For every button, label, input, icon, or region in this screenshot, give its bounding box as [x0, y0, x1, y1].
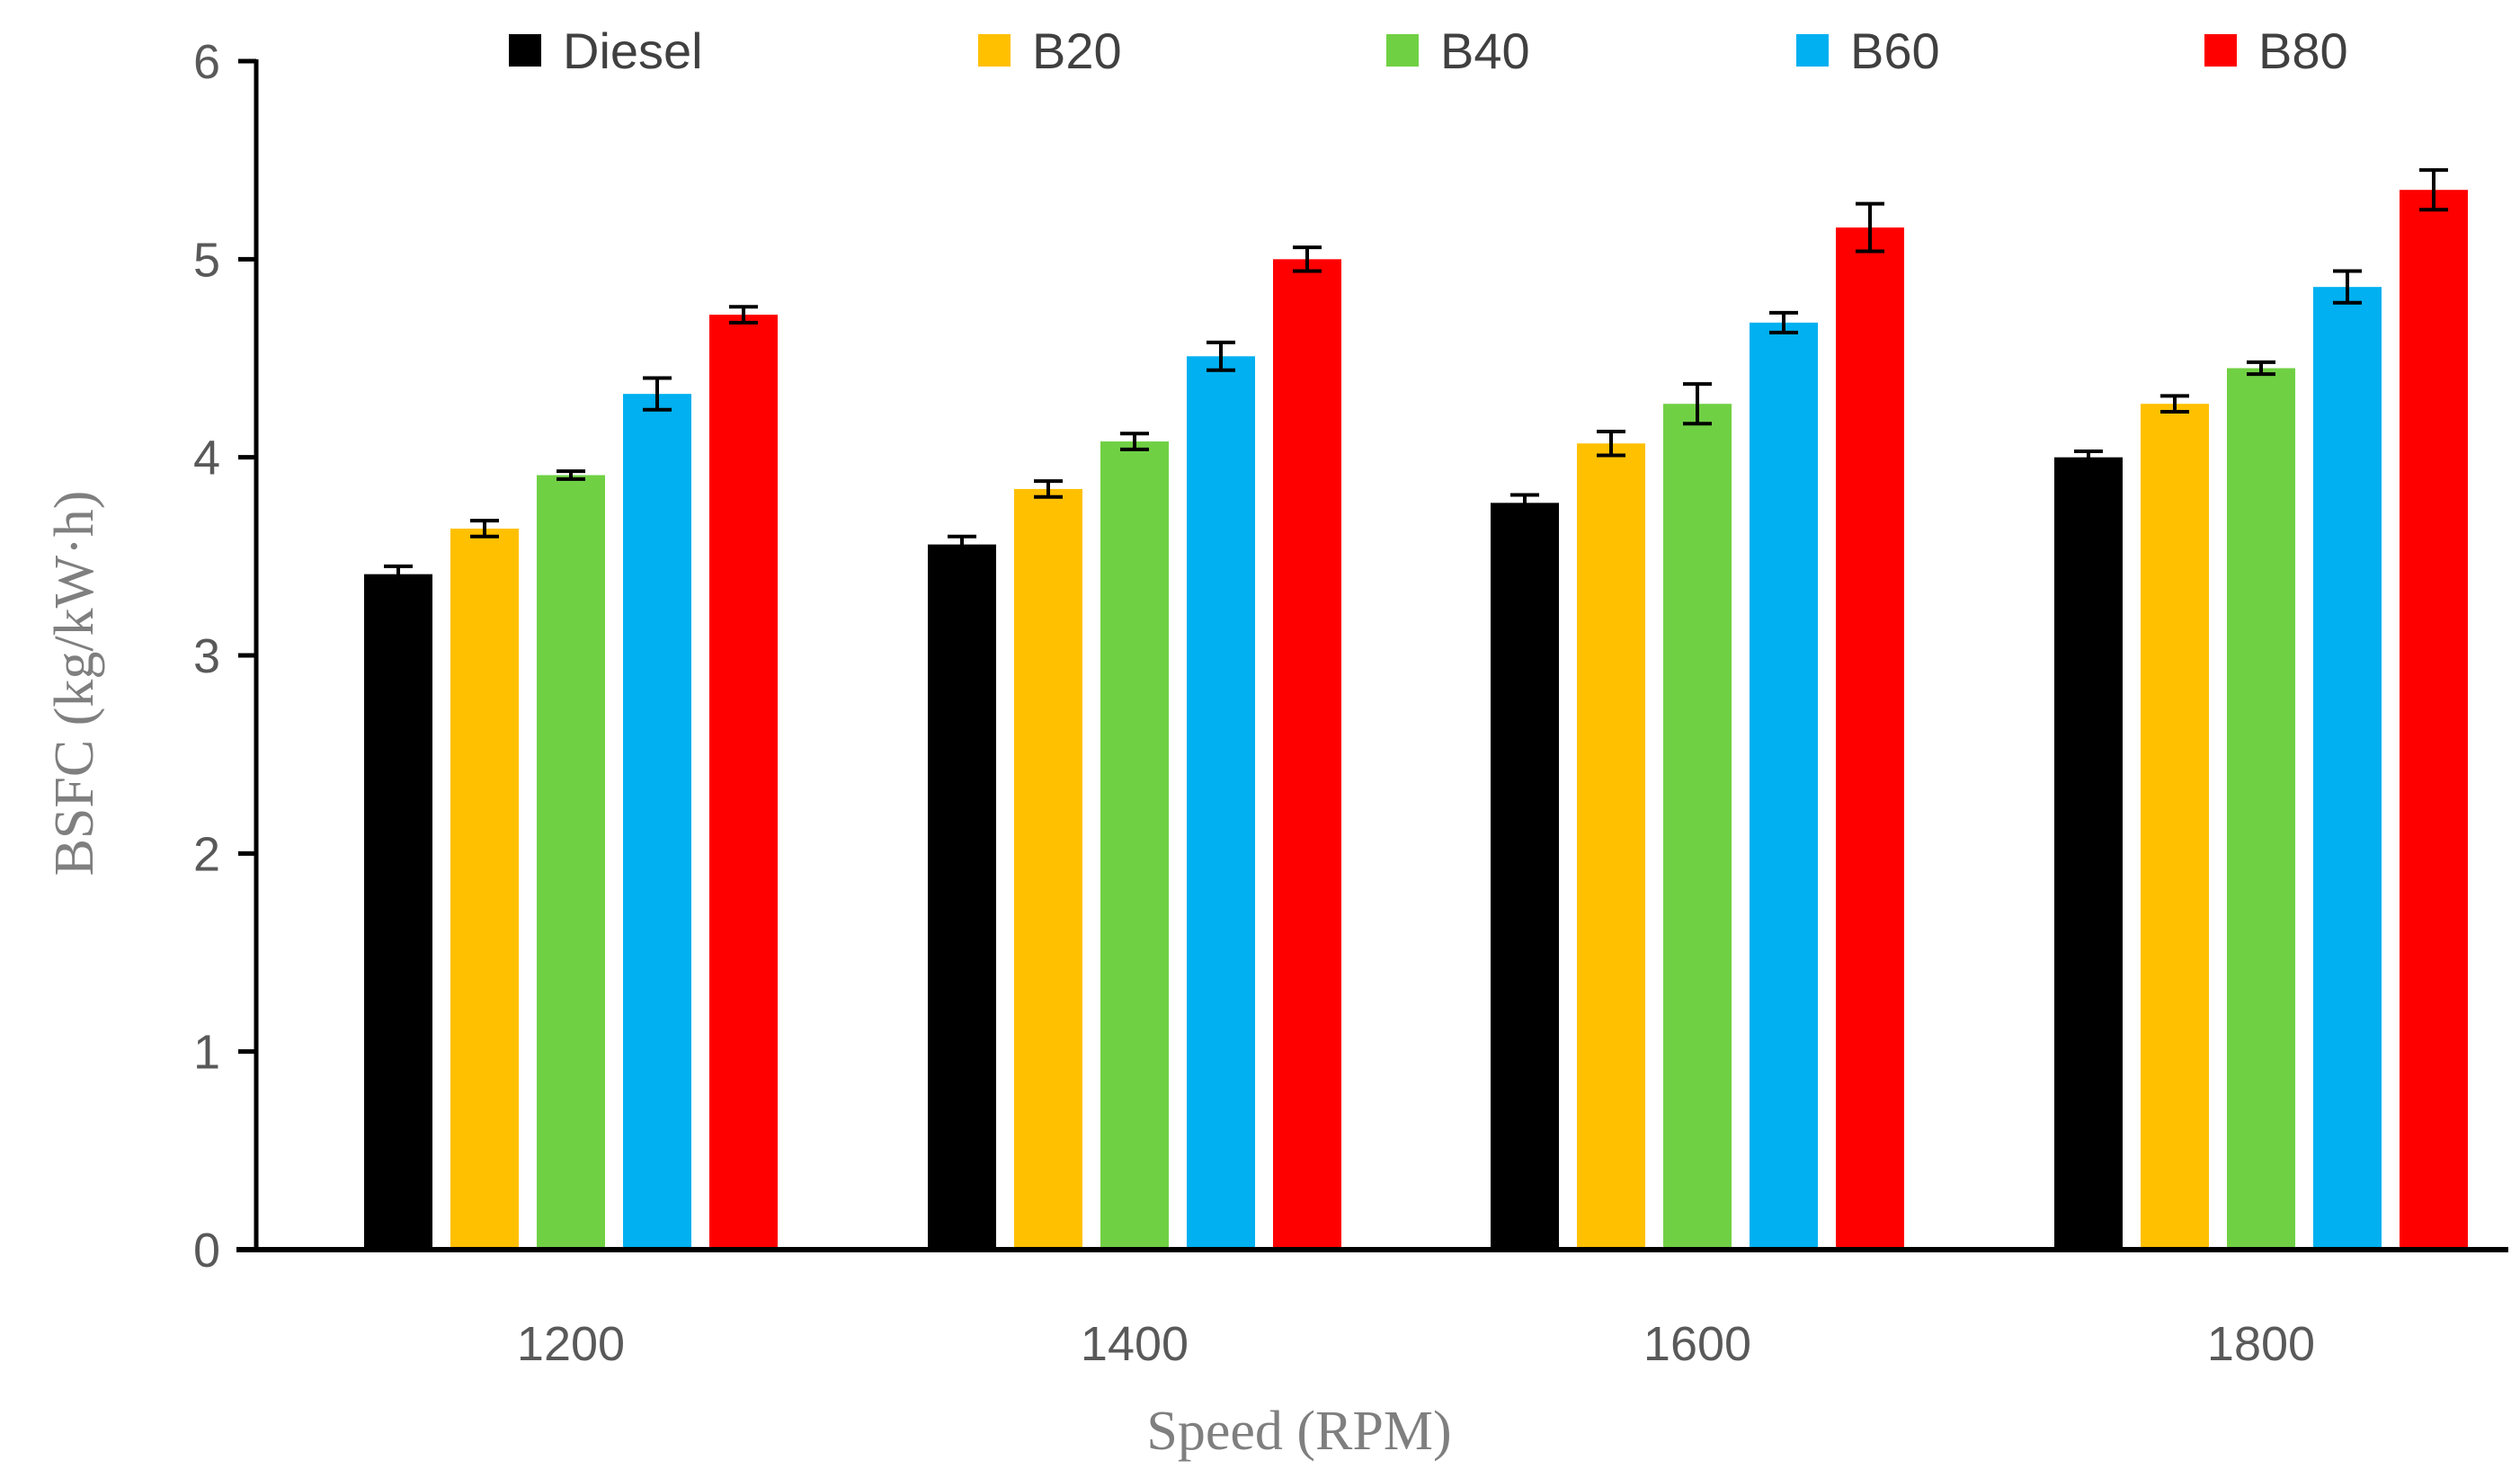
legend-swatch: [978, 34, 1011, 67]
x-axis: 1200 1400 1600 1800: [236, 1247, 2508, 1371]
bar-b40-1800: [2227, 368, 2295, 1250]
error-bar-b80-1200: [729, 305, 758, 325]
error-bar-b80-1800: [2419, 168, 2448, 212]
x-tick-label: 1800: [2207, 1317, 2315, 1371]
bar-b20-1400: [1014, 488, 1082, 1250]
error-bar-diesel-1400: [948, 534, 976, 555]
error-bar-b60-1200: [643, 376, 672, 412]
x-axis-title: Speed (RPM): [1146, 1401, 1451, 1462]
legend-item-diesel: Diesel: [509, 22, 703, 79]
bar-b40-1600: [1663, 404, 1732, 1251]
y-axis-title: BSFC (kg/kW·h): [44, 491, 105, 877]
legend-item-b80: B80: [2204, 22, 2348, 79]
bar-b80-1600: [1836, 227, 1904, 1251]
bar-b40-1400: [1100, 441, 1169, 1250]
y-tick-label: 3: [193, 629, 220, 683]
bar-b60-1400: [1187, 356, 1255, 1251]
error-bar-b20-1600: [1597, 430, 1625, 458]
bar-b20-1600: [1577, 443, 1645, 1250]
y-tick-label: 0: [193, 1224, 220, 1278]
error-bar-b80-1400: [1293, 245, 1322, 273]
legend-label: B80: [2258, 22, 2348, 79]
bar-b80-1800: [2400, 190, 2468, 1250]
x-tick-label: 1400: [1081, 1317, 1189, 1371]
bar-b20-1800: [2141, 404, 2209, 1251]
bars: [364, 168, 2468, 1251]
legend: Diesel B20 B40 B60 B80: [509, 22, 2348, 79]
bar-diesel-1200: [364, 574, 432, 1250]
legend-swatch: [1796, 34, 1829, 67]
error-bar-b40-1800: [2247, 360, 2275, 377]
y-tick-label: 2: [193, 827, 220, 881]
bar-b60-1800: [2313, 287, 2382, 1251]
error-bar-b20-1800: [2160, 394, 2189, 414]
legend-item-b60: B60: [1796, 22, 1940, 79]
legend-item-b20: B20: [978, 22, 1122, 79]
error-bar-diesel-1600: [1510, 493, 1539, 513]
bar-b60-1200: [623, 394, 691, 1250]
bar-diesel-1400: [928, 544, 996, 1250]
error-bar-b20-1400: [1034, 479, 1063, 499]
y-tick-label: 5: [193, 233, 220, 287]
bar-b20-1200: [450, 528, 519, 1250]
legend-swatch: [2204, 34, 2237, 67]
y-axis: 0 1 2 3 4 5 6: [193, 35, 259, 1278]
error-bar-b60-1600: [1769, 310, 1798, 334]
error-bar-b40-1400: [1120, 432, 1149, 451]
x-tick-label: 1200: [517, 1317, 625, 1371]
error-bar-diesel-1800: [2074, 450, 2103, 466]
bar-b80-1400: [1273, 259, 1341, 1250]
error-bar-b20-1200: [470, 519, 499, 539]
legend-swatch: [1386, 34, 1419, 67]
y-tick-label: 6: [193, 35, 220, 89]
legend-label: B20: [1032, 22, 1122, 79]
legend-label: B60: [1850, 22, 1940, 79]
legend-label: Diesel: [563, 22, 703, 79]
error-bar-b40-1200: [557, 469, 585, 481]
bar-b80-1200: [709, 315, 778, 1251]
bar-diesel-1800: [2054, 457, 2123, 1251]
error-bar-b40-1600: [1683, 382, 1712, 426]
legend-item-b40: B40: [1386, 22, 1530, 79]
y-tick-label: 1: [193, 1026, 220, 1080]
legend-label: B40: [1440, 22, 1530, 79]
bar-diesel-1600: [1491, 503, 1559, 1250]
error-bar-b60-1400: [1207, 340, 1235, 372]
bar-b60-1600: [1750, 322, 1818, 1251]
error-bar-b80-1600: [1856, 201, 1884, 254]
error-bar-diesel-1200: [384, 564, 413, 584]
x-tick-label: 1600: [1643, 1317, 1751, 1371]
error-bar-b60-1800: [2333, 269, 2362, 305]
y-tick-label: 4: [193, 432, 220, 485]
bar-b40-1200: [537, 475, 605, 1250]
legend-swatch: [509, 34, 541, 67]
